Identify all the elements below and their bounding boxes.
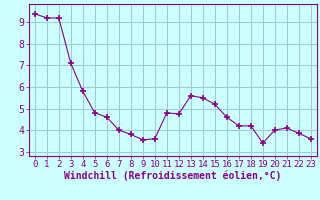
X-axis label: Windchill (Refroidissement éolien,°C): Windchill (Refroidissement éolien,°C) [64,171,282,181]
